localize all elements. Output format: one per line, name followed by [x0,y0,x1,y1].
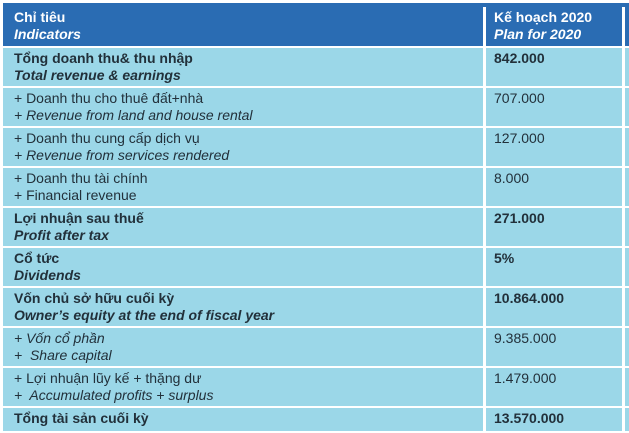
value-cell: 9.385.000 [483,328,622,366]
indicator-label-vi: Cổ tức [14,250,60,266]
row-right-filler [622,368,629,406]
value-cell: 13.570.000 [483,408,622,431]
value-cell: 5% [483,248,622,286]
table-row: + Doanh thu tài chính + Financial revenu… [3,168,629,208]
indicator-cell: + Lợi nhuận lũy kế + thặng dư + Accumula… [3,368,483,406]
indicator-cell: Lợi nhuận sau thuế Profit after tax [3,208,483,246]
value-cell: 707.000 [483,88,622,126]
indicator-label-en: Owner’s equity at the end of fiscal year [14,307,275,323]
header-plan-cell: Kế hoạch 2020 Plan for 2020 [483,7,622,46]
row-right-filler [622,328,629,366]
row-right-filler [622,288,629,326]
header-plan-en: Plan for 2020 [494,26,582,42]
header-right-filler [622,7,629,46]
financial-plan-table: Chỉ tiêu Indicators Kế hoạch 2020 Plan f… [3,3,629,433]
indicator-label-vi: + Lợi nhuận lũy kế + thặng dư [14,370,202,386]
value-cell: 1.479.000 [483,368,622,406]
indicator-label-vi: + Doanh thu tài chính [14,170,148,186]
row-right-filler [622,248,629,286]
row-right-filler [622,88,629,126]
header-indicator-vi: Chỉ tiêu [14,9,66,25]
indicator-label-vi: + Doanh thu cung cấp dịch vụ [14,130,200,146]
indicator-cell: + Doanh thu cung cấp dịch vụ + Revenue f… [3,128,483,166]
indicator-label-en: + Share capital [14,347,112,363]
indicator-cell: + Vốn cổ phần + Share capital [3,328,483,366]
table-row: Tổng doanh thu& thu nhập Total revenue &… [3,48,629,88]
indicator-label-en: Dividends [14,267,81,283]
table-row: Vốn chủ sở hữu cuối kỳ Owner’s equity at… [3,288,629,328]
table-row: + Doanh thu cho thuê đất+nhà + Revenue f… [3,88,629,128]
header-plan-vi: Kế hoạch 2020 [494,9,593,25]
indicator-cell: + Doanh thu tài chính + Financial revenu… [3,168,483,206]
header-indicator-en: Indicators [14,26,81,42]
indicator-label-en: Total revenue & earnings [14,67,181,83]
table-header-row: Chỉ tiêu Indicators Kế hoạch 2020 Plan f… [3,7,629,48]
header-indicator-cell: Chỉ tiêu Indicators [3,7,483,46]
indicator-cell: Vốn chủ sở hữu cuối kỳ Owner’s equity at… [3,288,483,326]
row-right-filler [622,168,629,206]
value-cell: 127.000 [483,128,622,166]
indicator-label-vi: + Vốn cổ phần [14,330,105,346]
row-right-filler [622,408,629,431]
table-body: Tổng doanh thu& thu nhập Total revenue &… [3,48,629,433]
table-row: + Lợi nhuận lũy kế + thặng dư + Accumula… [3,368,629,408]
row-right-filler [622,208,629,246]
indicator-label-vi: Vốn chủ sở hữu cuối kỳ [14,290,175,306]
row-right-filler [622,128,629,166]
indicator-label-en: + Revenue from land and house rental [14,107,253,123]
table-row: + Vốn cổ phần + Share capital 9.385.000 [3,328,629,368]
indicator-label-en: + Accumulated profits + surplus [14,387,214,403]
indicator-label-vi: + Doanh thu cho thuê đất+nhà [14,90,204,106]
table-row: Lợi nhuận sau thuế Profit after tax 271.… [3,208,629,248]
indicator-label-vi: Lợi nhuận sau thuế [14,210,144,226]
indicator-cell: Tổng doanh thu& thu nhập Total revenue &… [3,48,483,86]
row-right-filler [622,48,629,86]
indicator-label-en: Profit after tax [14,227,109,243]
indicator-label-en: + Revenue from services rendered [14,147,230,163]
value-cell: 271.000 [483,208,622,246]
value-cell: 10.864.000 [483,288,622,326]
indicator-cell: Cổ tức Dividends [3,248,483,286]
table-row: + Doanh thu cung cấp dịch vụ + Revenue f… [3,128,629,168]
value-cell: 8.000 [483,168,622,206]
indicator-cell: + Doanh thu cho thuê đất+nhà + Revenue f… [3,88,483,126]
value-cell: 842.000 [483,48,622,86]
table-row: Tổng tài sản cuối kỳ 13.570.000 [3,408,629,433]
indicator-label-vi: Tổng doanh thu& thu nhập [14,50,193,66]
table-row: Cổ tức Dividends 5% [3,248,629,288]
indicator-cell: Tổng tài sản cuối kỳ [3,408,483,431]
indicator-label-en: + Financial revenue [14,187,137,203]
indicator-label-vi: Tổng tài sản cuối kỳ [14,410,149,426]
